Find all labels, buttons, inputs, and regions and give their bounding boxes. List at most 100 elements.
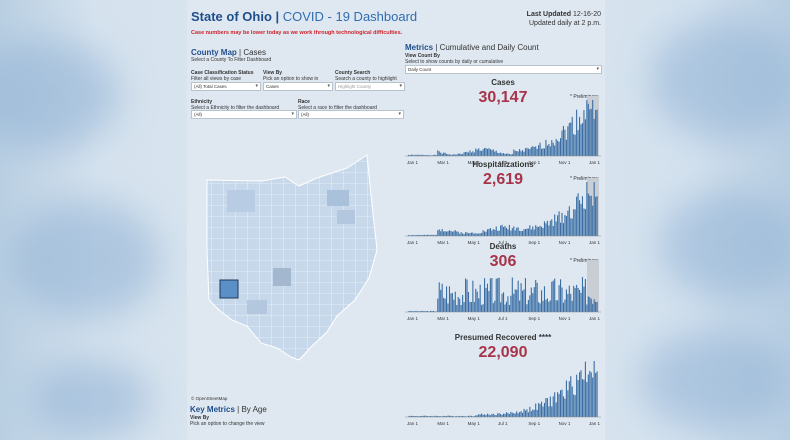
metric-bar xyxy=(495,278,497,312)
metric-bar xyxy=(440,289,442,312)
x-tick-label: Nov 1 xyxy=(558,240,571,245)
metric-bar xyxy=(508,224,510,236)
metric-bar xyxy=(446,286,448,312)
metric-title: Cases xyxy=(491,78,515,87)
metric-bar xyxy=(456,154,458,156)
x-tick-label: Jul 1 xyxy=(498,160,508,165)
metric-bar xyxy=(412,154,414,156)
x-tick-label: Jan 1 xyxy=(589,316,601,321)
metric-bar xyxy=(511,154,513,156)
metric-bar xyxy=(437,150,439,156)
metric-bar xyxy=(489,149,491,156)
metric-bar xyxy=(469,301,471,312)
race-filter: Race Select a race to filter the dashboa… xyxy=(298,99,377,111)
metric-bar xyxy=(545,299,547,312)
metric-chart[interactable] xyxy=(405,174,601,242)
metric-bar xyxy=(408,154,410,156)
metric-bar xyxy=(441,153,443,156)
metric-bar xyxy=(568,381,570,417)
metric-bar xyxy=(472,151,474,156)
metric-bar xyxy=(440,416,442,417)
metric-bar xyxy=(456,304,458,312)
metric-chart[interactable] xyxy=(405,353,601,423)
metric-bar xyxy=(459,153,461,156)
metric-bar xyxy=(410,415,413,417)
metric-bar xyxy=(419,416,421,417)
metric-bar xyxy=(571,386,573,417)
metric-bar xyxy=(484,278,486,312)
metric-bar xyxy=(560,222,562,236)
metric-bar xyxy=(454,154,456,156)
metric-bar xyxy=(410,235,413,236)
ethnicity-select[interactable]: (All) xyxy=(191,110,297,119)
race-select[interactable]: (All) xyxy=(298,110,404,119)
metric-bar xyxy=(560,279,562,312)
metric-bar xyxy=(435,234,437,236)
metric-bar xyxy=(539,142,541,156)
metric-bar xyxy=(498,277,500,312)
selected-county[interactable] xyxy=(219,279,239,299)
metric-bar xyxy=(530,411,532,417)
metric-bar xyxy=(478,298,480,312)
county-search-input[interactable]: Highlight County xyxy=(335,82,405,91)
metric-chart[interactable] xyxy=(405,92,601,162)
x-tick-label: May 1 xyxy=(467,240,480,245)
metric-bar xyxy=(454,291,456,312)
metric-bar xyxy=(495,415,497,417)
metric-bar xyxy=(562,302,565,312)
metric-bar xyxy=(494,151,496,156)
metric-bar xyxy=(524,229,527,236)
metric-bar xyxy=(557,300,559,312)
metric-bar xyxy=(500,413,502,417)
metric-bar xyxy=(548,225,550,236)
x-tick-label: Jan 1 xyxy=(589,421,601,426)
metric-bar xyxy=(484,147,486,156)
metric-bar xyxy=(416,416,418,417)
metric-bar xyxy=(453,154,455,156)
metric-bar xyxy=(571,218,573,236)
metric-bar xyxy=(415,416,417,417)
metric-bar xyxy=(492,413,494,417)
metric-chart[interactable] xyxy=(405,256,601,318)
metric-bar xyxy=(560,390,562,417)
metric-bar xyxy=(472,416,474,417)
metric-bar xyxy=(573,285,575,312)
metric-bar xyxy=(539,303,541,312)
metric-bar xyxy=(492,303,494,312)
metric-bar xyxy=(429,416,432,417)
metric-bar xyxy=(543,286,546,312)
case-class-select[interactable]: (All) Total Cases xyxy=(191,82,261,91)
metric-bar xyxy=(443,415,445,417)
metric-bar xyxy=(479,150,481,156)
metric-bar xyxy=(542,227,544,236)
metric-bar xyxy=(581,123,584,156)
metric-bar xyxy=(495,150,497,156)
metric-bar xyxy=(432,310,434,312)
metric-bar xyxy=(448,415,451,417)
metric-bar xyxy=(440,152,442,156)
view-by-select[interactable]: Cases xyxy=(263,82,333,91)
metric-bar xyxy=(511,412,513,417)
metric-bar xyxy=(462,415,464,417)
metric-bar xyxy=(475,288,477,312)
count-by-select[interactable]: Daily Count xyxy=(405,65,602,74)
metric-bar xyxy=(524,278,527,312)
count-by-help: Select to show counts by daily or cumula… xyxy=(405,59,504,65)
metric-bar xyxy=(485,415,487,417)
metric-bar xyxy=(453,299,455,312)
metric-bar xyxy=(538,145,540,156)
metric-bar xyxy=(561,389,563,417)
metric-bar xyxy=(467,233,470,236)
metric-bar xyxy=(533,229,535,236)
metric-bar xyxy=(517,280,519,312)
ohio-county-map[interactable] xyxy=(187,150,405,400)
metric-bar xyxy=(552,280,554,312)
metric-bar xyxy=(549,300,551,312)
metric-bar xyxy=(462,295,464,312)
metric-bar xyxy=(428,311,430,312)
metric-bar xyxy=(536,226,538,236)
metric-bar xyxy=(463,152,465,156)
metric-bar xyxy=(527,412,529,417)
metric-bar xyxy=(532,226,534,236)
x-tick-label: Sep 1 xyxy=(528,240,541,245)
